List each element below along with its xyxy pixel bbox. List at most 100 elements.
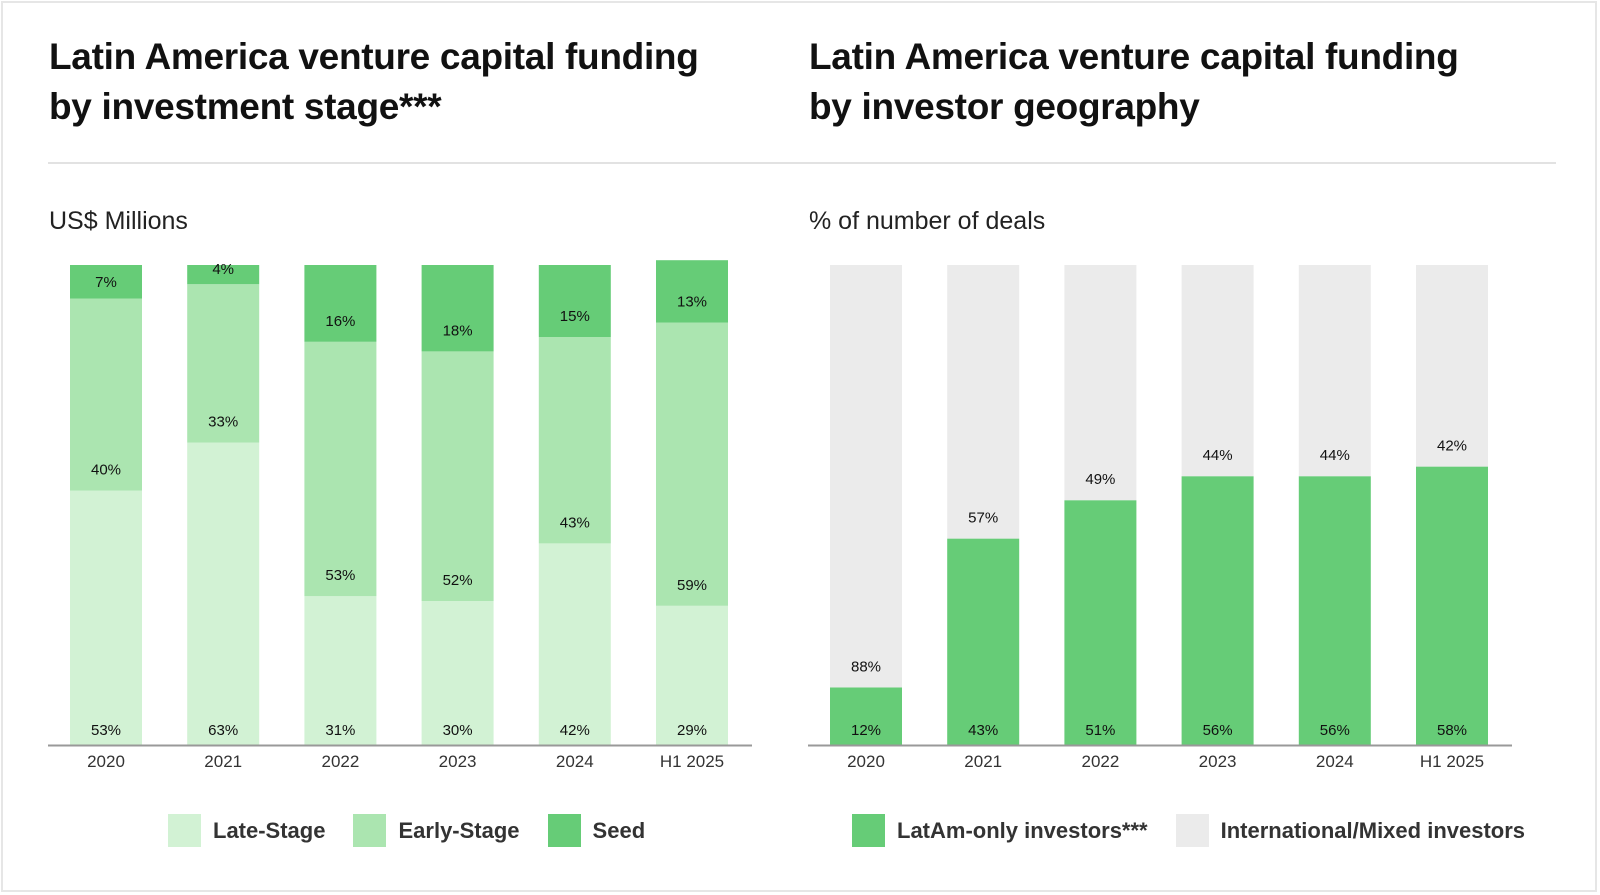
bar-segment-latam-only-investors-2021: [947, 538, 1020, 745]
bar-group-2021: 63% 33% 4%: [187, 261, 260, 745]
data-label-international-mixed-investors-2020: 88%: [851, 658, 881, 675]
bar-segment-seed-2021: [187, 265, 260, 285]
bar-segment-late-stage-h1-2025: [656, 605, 728, 745]
x-tick-label-2023: 2023: [1199, 752, 1237, 771]
bar-group-2024: 56% 44%: [1298, 265, 1371, 745]
bar-segment-late-stage-2022: [304, 596, 377, 745]
legend-item-latam-only: LatAm-only investors***: [852, 814, 1148, 847]
data-label-late-stage-2021: 63%: [208, 722, 238, 739]
data-label-seed-2024: 15%: [560, 308, 590, 325]
bar-segment-late-stage-2021: [187, 442, 260, 745]
legend-label-latam-only: LatAm-only investors***: [897, 817, 1148, 843]
title-divider: [48, 162, 1556, 164]
bar-group-2022: 51% 49%: [1064, 265, 1137, 745]
left-chart-unit-label: US$ Millions: [49, 207, 188, 235]
bar-segment-early-stage-2020: [70, 298, 142, 491]
bar-group-2020: 12% 88%: [830, 265, 902, 745]
legend-item-late-stage: Late-Stage: [168, 814, 325, 847]
legend-swatch-early-stage: [353, 814, 387, 847]
bar-group-h1-2025: 29% 59% 13%: [656, 260, 728, 745]
bar-segment-international-mixed-investors-2022: [1064, 265, 1137, 501]
bar-segment-international-mixed-investors-2024: [1298, 265, 1371, 477]
legend-item-seed: Seed: [547, 814, 646, 847]
right-chart-title: Latin America venture capital funding by…: [809, 32, 1529, 132]
data-label-early-stage-h1-2025: 59%: [677, 577, 707, 594]
x-tick-label-2024: 2024: [556, 752, 594, 771]
data-label-seed-2020: 7%: [95, 274, 117, 291]
data-label-early-stage-2023: 52%: [443, 572, 473, 589]
right-title-line2: by investor geography: [809, 86, 1200, 127]
bar-segment-early-stage-2024: [538, 337, 611, 544]
legend-item-early-stage: Early-Stage: [353, 814, 520, 847]
x-tick-label-2021: 2021: [204, 752, 242, 771]
bar-group-h1-2025: 58% 42%: [1416, 265, 1488, 745]
legend-item-international: International/Mixed investors: [1175, 814, 1526, 847]
data-label-late-stage-2020: 53%: [91, 722, 121, 739]
bar-segment-latam-only-investors-2020: [830, 687, 902, 745]
data-label-seed-2022: 16%: [325, 313, 355, 330]
data-label-latam-only-investors-2020: 12%: [851, 722, 881, 739]
bar-segment-international-mixed-investors-2023: [1181, 265, 1254, 477]
legend-label-early-stage: Early-Stage: [398, 817, 520, 843]
bar-group-2020: 53% 40% 7%: [70, 265, 142, 745]
data-label-latam-only-investors-2022: 51%: [1085, 722, 1115, 739]
bar-segment-early-stage-2023: [421, 351, 494, 601]
data-label-late-stage-2024: 42%: [560, 722, 590, 739]
bar-segment-early-stage-2022: [304, 341, 377, 597]
x-tick-label-2024: 2024: [1316, 752, 1354, 771]
data-label-early-stage-2022: 53%: [325, 567, 355, 584]
data-label-late-stage-2022: 31%: [325, 722, 355, 739]
data-label-latam-only-investors-2023: 56%: [1203, 722, 1233, 739]
data-label-early-stage-2020: 40%: [91, 462, 121, 479]
x-tick-label-2023: 2023: [439, 752, 477, 771]
bar-segment-latam-only-investors-h1-2025: [1416, 466, 1488, 745]
bar-segment-late-stage-2023: [421, 601, 494, 745]
legend-label-late-stage: Late-Stage: [213, 817, 326, 843]
bar-group-2024: 42% 43% 15%: [538, 265, 611, 745]
bar-segment-international-mixed-investors-2020: [830, 265, 902, 688]
bar-segment-seed-2022: [304, 265, 377, 342]
legend-label-international: International/Mixed investors: [1220, 817, 1526, 843]
legend-swatch-latam-only: [852, 814, 885, 847]
right-legend: LatAm-only investors*** International/Mi…: [852, 814, 1553, 847]
data-label-international-mixed-investors-2024: 44%: [1320, 447, 1350, 464]
legend-label-seed: Seed: [592, 817, 646, 843]
bar-segment-seed-2020: [70, 265, 142, 299]
data-label-latam-only-investors-h1-2025: 58%: [1437, 722, 1467, 739]
data-label-early-stage-2024: 43%: [560, 514, 590, 531]
x-tick-label-2020: 2020: [87, 752, 125, 771]
bar-segment-seed-2024: [538, 265, 611, 337]
bar-segment-early-stage-h1-2025: [656, 322, 728, 606]
bar-segment-international-mixed-investors-h1-2025: [1416, 265, 1488, 467]
x-tick-label-2021: 2021: [964, 752, 1002, 771]
bar-group-2023: 30% 52% 18%: [421, 265, 494, 745]
bar-segment-early-stage-2021: [187, 284, 260, 443]
bar-segment-seed-2023: [421, 265, 494, 352]
x-tick-label-h1-2025: H1 2025: [1420, 752, 1484, 771]
bar-segment-latam-only-investors-2024: [1298, 476, 1371, 745]
data-label-seed-2023: 18%: [443, 322, 473, 339]
investment-stage-chart: 53% 40% 7% 2020 63% 33% 4% 2021 31% 53% 16% 2022 30%…: [48, 260, 752, 771]
bar-segment-late-stage-2024: [538, 543, 611, 745]
data-label-early-stage-2021: 33%: [208, 414, 238, 431]
x-tick-label-2022: 2022: [321, 752, 359, 771]
data-label-international-mixed-investors-2022: 49%: [1085, 471, 1115, 488]
investor-geography-chart: 12% 88% 2020 43% 57% 2021 51% 49% 2022 56% 44% 2023…: [808, 265, 1512, 771]
legend-swatch-international: [1175, 814, 1209, 847]
bar-group-2021: 43% 57%: [947, 265, 1020, 745]
left-title-line2: by investment stage***: [49, 86, 442, 127]
bar-segment-latam-only-investors-2023: [1181, 476, 1254, 745]
data-label-latam-only-investors-2021: 43%: [968, 722, 998, 739]
x-tick-label-2022: 2022: [1081, 752, 1119, 771]
x-tick-label-2020: 2020: [847, 752, 885, 771]
data-label-latam-only-investors-2024: 56%: [1320, 722, 1350, 739]
legend-swatch-seed: [547, 814, 581, 847]
left-title-line1: Latin America venture capital funding: [49, 36, 699, 77]
bar-segment-international-mixed-investors-2021: [947, 265, 1020, 539]
bar-group-2022: 31% 53% 16%: [304, 265, 377, 745]
right-chart-unit-label: % of number of deals: [809, 207, 1046, 235]
data-label-seed-h1-2025: 13%: [677, 294, 707, 311]
bar-segment-seed-h1-2025: [656, 260, 728, 323]
x-tick-label-h1-2025: H1 2025: [660, 752, 724, 771]
